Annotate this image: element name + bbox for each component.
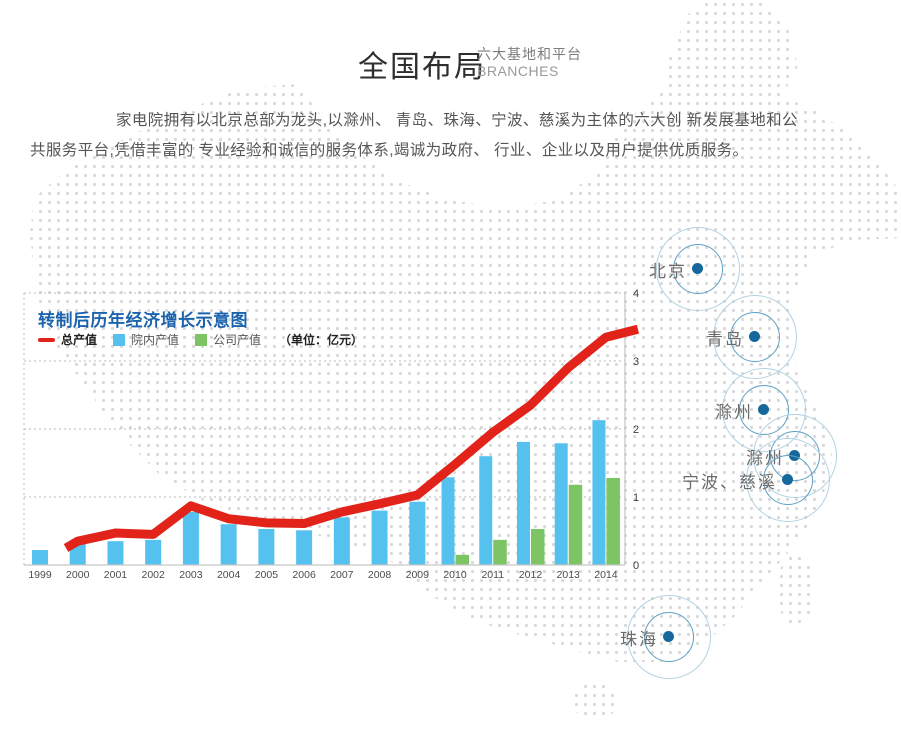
bar-institute-2014: [592, 420, 606, 565]
economy-growth-chart: 0 1 2 3 4 1999 2000 2001 2002 2003 2004 2005 2006 200…: [23, 288, 640, 581]
bar-institute-2003: [182, 511, 199, 565]
bar-company-2012: [530, 528, 545, 565]
marker-inner-ring-icon: [730, 312, 780, 362]
y-tick-0: 0: [633, 560, 639, 572]
x-tick-2014: 2014: [594, 569, 618, 581]
legend-label-total: 总产值: [61, 333, 98, 347]
legend-green-swatch: [195, 333, 208, 346]
legend-label-company: 公司产值: [213, 333, 262, 347]
bar-institute-2000: [69, 543, 86, 565]
city-label: 珠海: [620, 630, 658, 649]
map-hainan-dots: [572, 682, 618, 720]
x-tick-2007: 2007: [330, 569, 354, 581]
y-tick-1: 1: [633, 492, 639, 504]
city-label: 滁州: [715, 403, 753, 422]
x-tick-2011: 2011: [481, 569, 504, 581]
subtitle-chinese: 六大基地和平台: [477, 46, 582, 62]
y-tick-2: 2: [633, 424, 639, 436]
bar-company-2011: [493, 539, 507, 565]
x-tick-2010: 2010: [443, 569, 467, 581]
bar-institute-2010: [441, 477, 455, 565]
map-taiwan-dots: [777, 554, 815, 626]
marker-outer-ring-icon: [627, 595, 711, 679]
x-tick-2004: 2004: [217, 569, 241, 581]
chart-legend: 总产值 院内产值 公司产值 （单位：亿元）: [38, 331, 363, 348]
legend-item-company: 公司产值: [195, 331, 261, 348]
x-tick-2008: 2008: [368, 569, 392, 581]
bar-institute-2009: [409, 501, 426, 565]
marker-inner-ring-icon: [763, 455, 813, 505]
bar-institute-2012: [516, 441, 530, 565]
legend-line-swatch: [38, 337, 55, 342]
x-tick-2013: 2013: [557, 569, 581, 581]
marker-dot-icon: [662, 630, 674, 642]
chart-unit-label: （单位：亿元）: [279, 333, 364, 347]
legend-item-total: 总产值: [38, 331, 97, 348]
y-tick-4: 4: [633, 288, 639, 300]
x-tick-2012: 2012: [519, 569, 543, 581]
marker-dot-icon: [757, 403, 769, 415]
bar-institute-2002: [145, 539, 162, 565]
bar-institute-2007: [333, 517, 350, 565]
legend-blue-swatch: [113, 333, 126, 346]
city-label: 北京: [649, 262, 687, 281]
marker-dot-icon: [781, 473, 793, 485]
bar-institute-2008: [371, 510, 388, 565]
marker-inner-ring-icon: [673, 244, 723, 294]
subtitle-english: BRANCHES: [477, 63, 559, 79]
x-tick-2000: 2000: [66, 569, 90, 581]
bar-institute-2004: [220, 524, 237, 565]
x-tick-2009: 2009: [406, 569, 430, 581]
intro-paragraph: 家电院拥有以北京总部为龙头,以滁州、 青岛、珠海、宁波、慈溪为主体的六大创 新发…: [30, 112, 798, 159]
bar-institute-1999: [32, 550, 48, 565]
x-tick-2001: 2001: [104, 569, 128, 581]
x-tick-2005: 2005: [255, 569, 279, 581]
marker-outer-ring-icon: [656, 227, 740, 311]
marker-outer-ring-icon: [746, 438, 830, 522]
legend-label-institute: 院内产值: [131, 333, 180, 347]
page-title: 全国布局: [358, 51, 486, 84]
bar-company-2014: [606, 477, 620, 565]
bar-institute-2001: [107, 541, 124, 565]
line-total-output: [63, 324, 640, 552]
y-tick-3: 3: [633, 356, 639, 368]
chart-title: 转制后历年经济增长示意图: [38, 311, 248, 330]
bar-institute-2013: [554, 443, 568, 565]
x-tick-2002: 2002: [142, 569, 166, 581]
bar-company-2013: [568, 484, 583, 565]
marker-inner-ring-icon: [644, 612, 694, 662]
city-label: 宁波、慈溪: [682, 473, 777, 492]
x-tick-1999: 1999: [28, 569, 52, 581]
x-tick-2003: 2003: [179, 569, 203, 581]
x-tick-2006: 2006: [292, 569, 316, 581]
page-subtitle: 六大基地和平台 BRANCHES: [477, 46, 582, 80]
bar-institute-2011: [479, 456, 493, 565]
bar-company-2010: [455, 554, 470, 565]
bar-institute-2005: [258, 528, 275, 565]
legend-item-institute: 院内产值: [113, 331, 179, 348]
marker-dot-icon: [748, 330, 760, 342]
marker-dot-icon: [691, 262, 703, 274]
bar-institute-2006: [296, 530, 313, 565]
city-label: 青岛: [706, 330, 744, 349]
